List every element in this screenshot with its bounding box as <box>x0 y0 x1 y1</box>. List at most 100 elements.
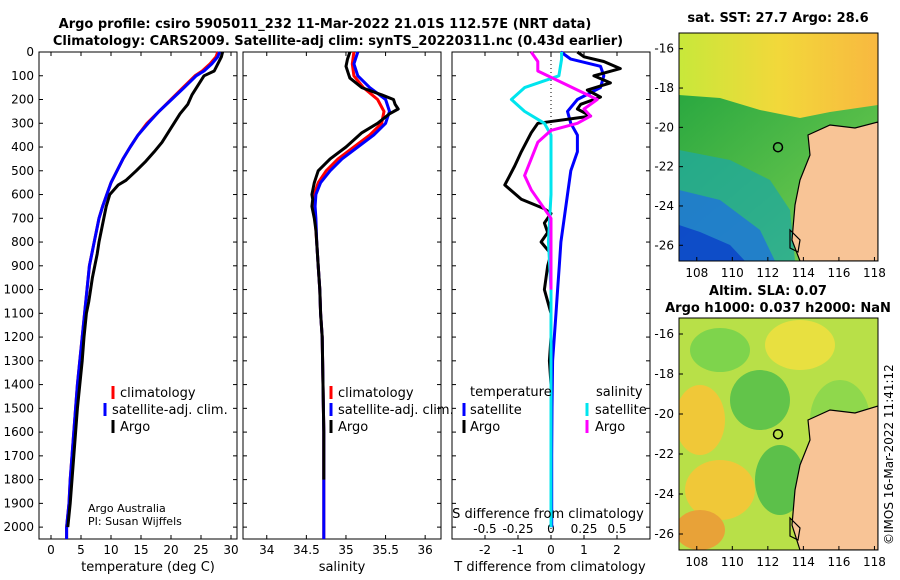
depth-tick-label: 1700 <box>3 449 34 463</box>
map-lat-tick-label: -24 <box>654 487 674 501</box>
map-lon-tick-label: 116 <box>827 555 850 569</box>
x-tick-label: 2 <box>613 543 621 557</box>
map-lat-tick-label: -22 <box>654 447 674 461</box>
depth-tick-label: 100 <box>11 69 34 83</box>
depth-tick-label: 1900 <box>3 496 34 510</box>
figure-title-line1: Argo profile: csiro 5905011_232 11-Mar-2… <box>59 17 592 32</box>
salinity-x-axis-label: salinity <box>319 560 366 575</box>
island-sla <box>789 516 801 541</box>
s-diff-tick-label: -0.25 <box>502 522 533 536</box>
temperature-axes-frame <box>38 51 238 540</box>
map-lon-tick-label: 114 <box>792 266 815 280</box>
sla-map-title-line2: Argo h1000: 0.037 h2000: NaN <box>665 301 891 316</box>
depth-tick-label: 300 <box>11 116 34 130</box>
map-lat-tick-label: -20 <box>654 120 674 134</box>
temperature-legend: climatology satellite-adj. clim. Argo <box>103 386 228 435</box>
x-tick-label: 35 <box>338 543 353 557</box>
depth-tick-label: 1500 <box>3 401 34 415</box>
legend-label-t-satellite: satellite <box>470 403 522 418</box>
temperature-x-axis-label: temperature (deg C) <box>81 560 215 575</box>
temperature-series-satellite-adj-clim- <box>65 51 222 539</box>
s-diff-tick-label: -0.5 <box>473 522 496 536</box>
difference-series-salinity-satellite <box>509 52 564 528</box>
depth-tick-label: 1600 <box>3 425 34 439</box>
legend-heading-temperature: temperature <box>470 385 552 400</box>
x-tick-label: 1 <box>580 543 588 557</box>
legend-label-t-argo: Argo <box>470 420 500 435</box>
depth-tick-label: 1400 <box>3 378 34 392</box>
map-lon-tick-label: 118 <box>863 266 886 280</box>
map-lat-tick-label: -26 <box>654 238 674 252</box>
sst-map-frame <box>678 32 879 262</box>
legend-label-argo-s: Argo <box>338 420 368 435</box>
credit-line1: Argo Australia <box>88 502 166 515</box>
depth-tick-label: 1000 <box>3 283 34 297</box>
depth-tick-label: 1800 <box>3 473 34 487</box>
legend-label-climatology: climatology <box>120 386 196 401</box>
difference-series-salinity-argo <box>523 51 599 290</box>
map-lon-tick-label: 112 <box>756 266 779 280</box>
x-tick-label: 36 <box>418 543 433 557</box>
s-diff-tick-label: 0 <box>547 522 555 536</box>
sla-map <box>678 317 879 551</box>
legend-label-s-argo: Argo <box>595 420 625 435</box>
float-position-marker-sla <box>772 428 784 440</box>
sst-map <box>678 32 879 262</box>
depth-tick-label: 1300 <box>3 354 34 368</box>
x-tick-label: 34 <box>259 543 274 557</box>
legend-label-argo: Argo <box>120 420 150 435</box>
difference-series-temperature-argo <box>503 50 622 409</box>
depth-tick-label: 200 <box>11 93 34 107</box>
map-lon-tick-label: 108 <box>685 555 708 569</box>
map-lon-tick-label: 110 <box>721 266 744 280</box>
map-lat-tick-label: -18 <box>654 367 674 381</box>
x-tick-label: 15 <box>133 543 148 557</box>
map-lat-tick-label: -18 <box>654 81 674 95</box>
map-lat-tick-label: -16 <box>654 327 674 341</box>
x-tick-label: 10 <box>103 543 118 557</box>
x-tick-label: 5 <box>77 543 85 557</box>
depth-tick-label: 1100 <box>3 306 34 320</box>
salinity-series-argo <box>310 51 400 480</box>
s-diff-tick-label: 0.5 <box>607 522 626 536</box>
map-lat-tick-label: -26 <box>654 527 674 541</box>
credit-line2: PI: Susan Wijffels <box>88 515 182 528</box>
depth-tick-label: 800 <box>11 235 34 249</box>
difference-legend: temperature salinity satellite Argo sate… <box>462 385 647 435</box>
island-sst <box>789 228 801 253</box>
x-tick-label: 35.5 <box>372 543 399 557</box>
x-tick-label: 25 <box>193 543 208 557</box>
figure-title-line2: Climatology: CARS2009. Satellite-adj cli… <box>53 34 623 49</box>
map-lat-tick-label: -16 <box>654 42 674 56</box>
legend-heading-salinity: salinity <box>596 385 643 400</box>
land-mass-sla <box>791 405 878 550</box>
salinity-axes-frame <box>242 51 442 540</box>
map-lon-tick-label: 118 <box>863 555 886 569</box>
temperature-series-argo <box>66 51 225 528</box>
legend-label-satellite-adj: satellite-adj. clim. <box>112 403 228 418</box>
depth-tick-label: 500 <box>11 164 34 178</box>
salinity-legend: climatology satellite-adj. clim. Argo <box>329 386 454 435</box>
temperature-panel: 0 5 10 15 20 25 30 temperature (deg C) <box>38 51 239 575</box>
map-lon-tick-label: 116 <box>827 266 850 280</box>
s-diff-tick-label: 0.25 <box>571 522 598 536</box>
land-mass-sst <box>791 121 878 261</box>
depth-tick-label: 400 <box>11 140 34 154</box>
map-lon-tick-label: 112 <box>756 555 779 569</box>
map-lon-tick-label: 114 <box>792 555 815 569</box>
difference-x-axis-label: T difference from climatology <box>453 560 646 575</box>
sst-map-title: sat. SST: 27.7 Argo: 28.6 <box>687 11 868 26</box>
depth-tick-label: 1200 <box>3 330 34 344</box>
map-lon-tick-label: 108 <box>685 266 708 280</box>
legend-label-s-satellite: satellite <box>595 403 647 418</box>
depth-tick-label: 0 <box>26 45 34 59</box>
legend-label-climatology-s: climatology <box>338 386 414 401</box>
depth-tick-label: 700 <box>11 211 34 225</box>
map-lat-tick-label: -20 <box>654 407 674 421</box>
x-tick-label: -1 <box>512 543 524 557</box>
x-tick-label: 0 <box>547 543 555 557</box>
map-lat-tick-label: -22 <box>654 160 674 174</box>
sla-map-frame <box>678 317 879 551</box>
difference-panel: -2 -1 0 1 2 T difference from climatology -0.5… <box>451 50 651 575</box>
